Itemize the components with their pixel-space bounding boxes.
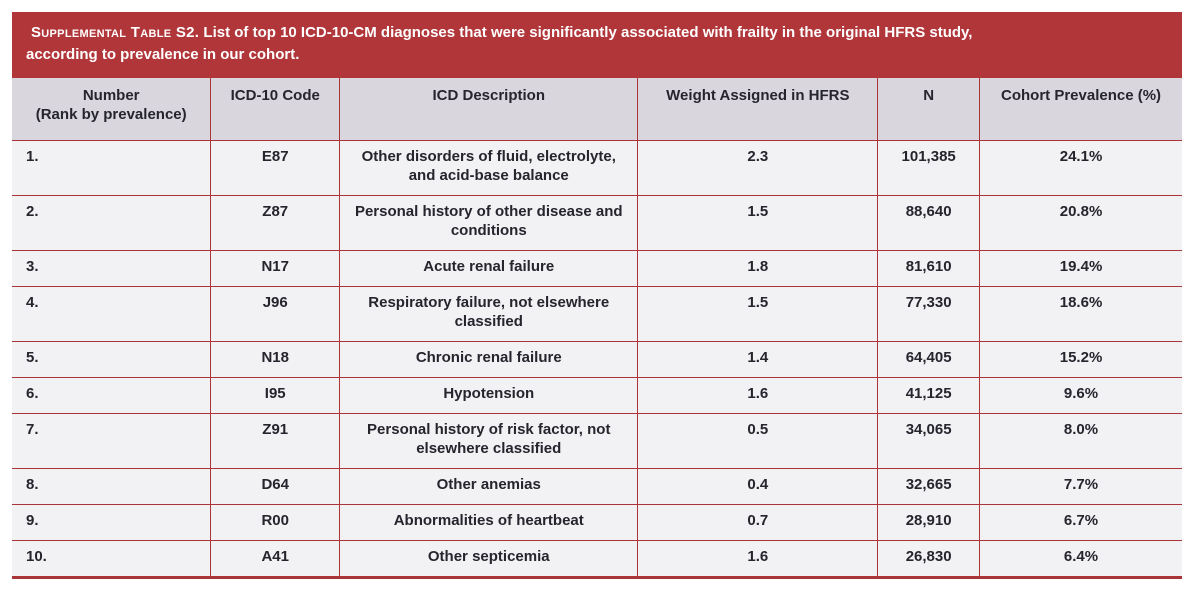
page: Supplemental Table S2. List of top 10 IC… bbox=[12, 12, 1182, 579]
n-cell: 77,330 bbox=[877, 285, 981, 342]
weight-cell: 0.4 bbox=[637, 467, 879, 505]
prevalence-cell: 6.4% bbox=[979, 539, 1182, 579]
table-caption-text-line2: according to prevalence in our cohort. bbox=[26, 46, 300, 63]
n-cell: 32,665 bbox=[877, 467, 981, 505]
data-table: Number (Rank by prevalence) ICD-10 Code … bbox=[12, 78, 1182, 579]
table-row: 3. N17 Acute renal failure 1.8 81,610 19… bbox=[12, 249, 1182, 287]
code-cell: I95 bbox=[210, 376, 341, 414]
table-caption-label: Supplemental Table S2. bbox=[31, 24, 200, 41]
rank-cell: 4. bbox=[12, 285, 212, 342]
description-cell: Acute renal failure bbox=[339, 249, 639, 287]
col-header-icd-code: ICD-10 Code bbox=[210, 78, 341, 141]
prevalence-cell: 18.6% bbox=[979, 285, 1182, 342]
description-cell: Personal history of risk factor, not els… bbox=[339, 412, 639, 469]
table-row: 9. R00 Abnormalities of heartbeat 0.7 28… bbox=[12, 503, 1182, 541]
prevalence-cell: 24.1% bbox=[979, 139, 1182, 196]
description-cell: Other anemias bbox=[339, 467, 639, 505]
weight-cell: 1.6 bbox=[637, 376, 879, 414]
n-cell: 101,385 bbox=[877, 139, 981, 196]
code-cell: D64 bbox=[210, 467, 341, 505]
table-header-row: Number (Rank by prevalence) ICD-10 Code … bbox=[12, 78, 1182, 141]
prevalence-cell: 8.0% bbox=[979, 412, 1182, 469]
description-cell: Respiratory failure, not elsewhere class… bbox=[339, 285, 639, 342]
table-row: 8. D64 Other anemias 0.4 32,665 7.7% bbox=[12, 467, 1182, 505]
code-cell: Z87 bbox=[210, 194, 341, 251]
code-cell: N18 bbox=[210, 340, 341, 378]
table-row: 2. Z87 Personal history of other disease… bbox=[12, 194, 1182, 251]
col-header-prevalence: Cohort Prevalence (%) bbox=[979, 78, 1182, 141]
description-cell: Personal history of other disease and co… bbox=[339, 194, 639, 251]
rank-cell: 5. bbox=[12, 340, 212, 378]
rank-cell: 3. bbox=[12, 249, 212, 287]
rank-cell: 7. bbox=[12, 412, 212, 469]
table-row: 1. E87 Other disorders of fluid, electro… bbox=[12, 139, 1182, 196]
prevalence-cell: 15.2% bbox=[979, 340, 1182, 378]
n-cell: 41,125 bbox=[877, 376, 981, 414]
table-row: 4. J96 Respiratory failure, not elsewher… bbox=[12, 285, 1182, 342]
n-cell: 26,830 bbox=[877, 539, 981, 579]
rank-cell: 2. bbox=[12, 194, 212, 251]
description-cell: Other disorders of fluid, electrolyte, a… bbox=[339, 139, 639, 196]
code-cell: E87 bbox=[210, 139, 341, 196]
code-cell: R00 bbox=[210, 503, 341, 541]
table-row: 5. N18 Chronic renal failure 1.4 64,405 … bbox=[12, 340, 1182, 378]
rank-cell: 10. bbox=[12, 539, 212, 579]
description-cell: Other septicemia bbox=[339, 539, 639, 579]
prevalence-cell: 9.6% bbox=[979, 376, 1182, 414]
prevalence-cell: 6.7% bbox=[979, 503, 1182, 541]
weight-cell: 2.3 bbox=[637, 139, 879, 196]
table-caption-text: List of top 10 ICD-10-CM diagnoses that … bbox=[203, 24, 973, 41]
code-cell: Z91 bbox=[210, 412, 341, 469]
n-cell: 34,065 bbox=[877, 412, 981, 469]
prevalence-cell: 19.4% bbox=[979, 249, 1182, 287]
table-row: 6. I95 Hypotension 1.6 41,125 9.6% bbox=[12, 376, 1182, 414]
rank-cell: 9. bbox=[12, 503, 212, 541]
weight-cell: 1.5 bbox=[637, 285, 879, 342]
col-header-weight: Weight Assigned in HFRS bbox=[637, 78, 879, 141]
col-header-number-line1: Number bbox=[82, 87, 140, 104]
weight-cell: 0.7 bbox=[637, 503, 879, 541]
description-cell: Chronic renal failure bbox=[339, 340, 639, 378]
weight-cell: 1.5 bbox=[637, 194, 879, 251]
col-header-number-line2: (Rank by prevalence) bbox=[35, 106, 187, 123]
code-cell: J96 bbox=[210, 285, 341, 342]
n-cell: 88,640 bbox=[877, 194, 981, 251]
n-cell: 64,405 bbox=[877, 340, 981, 378]
n-cell: 81,610 bbox=[877, 249, 981, 287]
col-header-icd-description: ICD Description bbox=[339, 78, 639, 141]
code-cell: A41 bbox=[210, 539, 341, 579]
prevalence-cell: 7.7% bbox=[979, 467, 1182, 505]
description-cell: Abnormalities of heartbeat bbox=[339, 503, 639, 541]
col-header-n: N bbox=[877, 78, 981, 141]
rank-cell: 8. bbox=[12, 467, 212, 505]
rank-cell: 6. bbox=[12, 376, 212, 414]
rank-cell: 1. bbox=[12, 139, 212, 196]
prevalence-cell: 20.8% bbox=[979, 194, 1182, 251]
weight-cell: 1.4 bbox=[637, 340, 879, 378]
table-row: 7. Z91 Personal history of risk factor, … bbox=[12, 412, 1182, 469]
table-row: 10. A41 Other septicemia 1.6 26,830 6.4% bbox=[12, 539, 1182, 579]
n-cell: 28,910 bbox=[877, 503, 981, 541]
weight-cell: 1.8 bbox=[637, 249, 879, 287]
weight-cell: 1.6 bbox=[637, 539, 879, 579]
col-header-number: Number (Rank by prevalence) bbox=[12, 78, 212, 141]
table-caption: Supplemental Table S2. List of top 10 IC… bbox=[12, 12, 1182, 78]
description-cell: Hypotension bbox=[339, 376, 639, 414]
code-cell: N17 bbox=[210, 249, 341, 287]
weight-cell: 0.5 bbox=[637, 412, 879, 469]
